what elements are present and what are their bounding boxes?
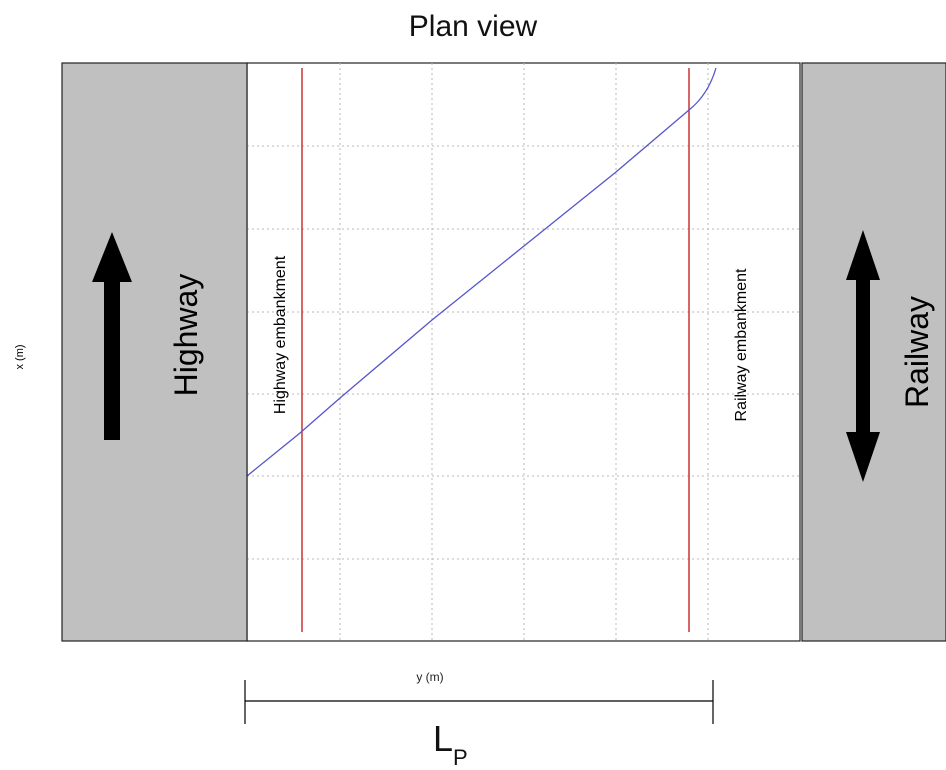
- railway-embankment-label: Railway embankment: [733, 268, 750, 422]
- diagram-title: Plan view: [408, 10, 538, 43]
- trajectory-curve: [246, 67, 717, 477]
- highway-label: Highway: [168, 273, 204, 397]
- y-axis-label: x (m): [14, 344, 26, 370]
- x-axis-label: y (m): [416, 670, 444, 684]
- lp-dimension-label: LP: [433, 718, 468, 770]
- highway-embankment-label: Highway embankment: [272, 255, 289, 415]
- highway-block: [61, 62, 248, 642]
- up-down-arrow-icon: [846, 230, 880, 482]
- lp-dimension-line: [244, 680, 714, 724]
- railway-label: Railway: [899, 295, 935, 409]
- up-arrow-icon: [92, 232, 132, 440]
- plot-grid: [247, 63, 800, 641]
- railway-block: [801, 62, 946, 642]
